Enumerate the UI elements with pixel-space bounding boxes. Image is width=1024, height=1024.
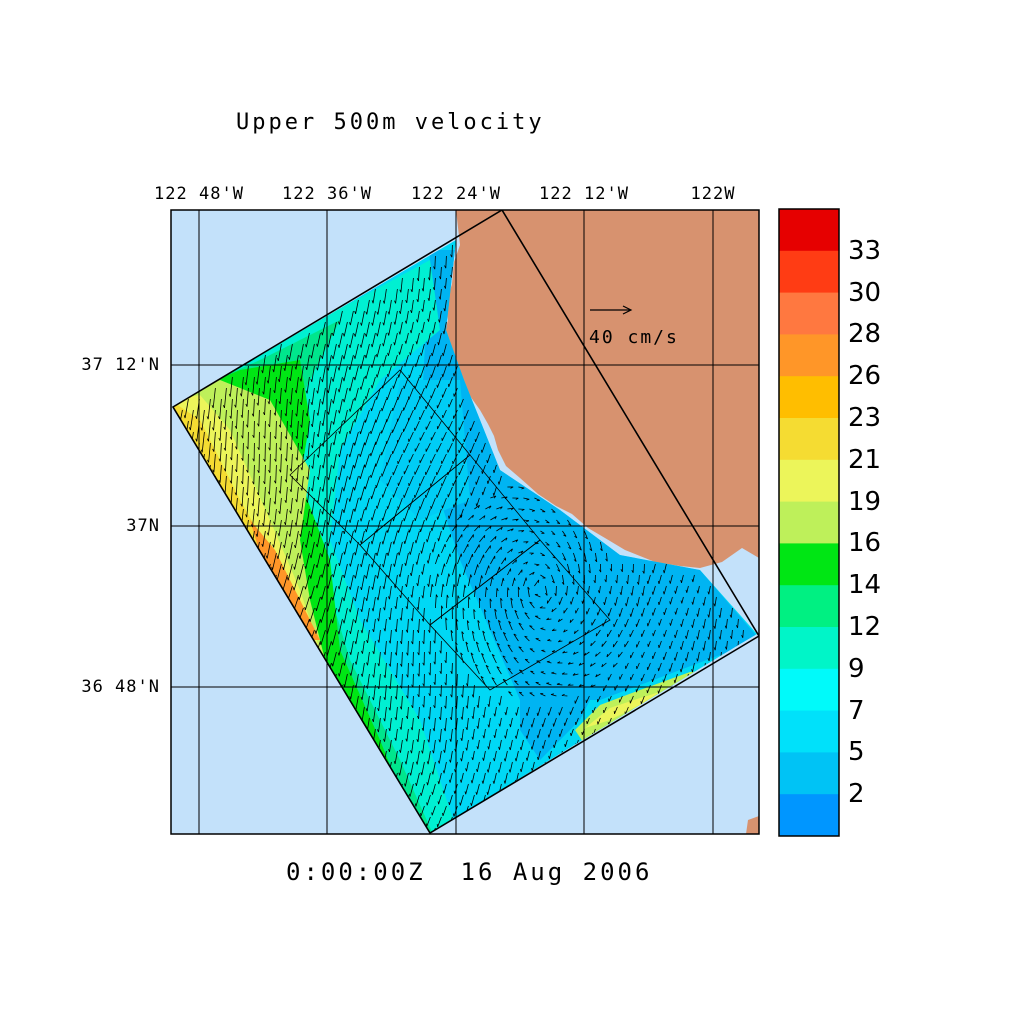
colorbar-swatch — [779, 627, 839, 670]
lat-label-37-12n: 37 12'N — [81, 355, 160, 375]
lon-label-122-36w: 122 36'W — [282, 184, 372, 204]
timestamp: 0:00:00Z 16 Aug 2006 — [286, 858, 653, 886]
lat-label-37n: 37N — [126, 516, 160, 536]
colorbar-frame — [778, 208, 840, 837]
reference-vector — [590, 305, 633, 315]
colorbar-tick-label: 14 — [848, 570, 882, 601]
lon-label-122w: 122W — [690, 184, 736, 204]
lat-label-36-48n: 36 48'N — [81, 677, 160, 697]
colorbar-swatch — [779, 418, 839, 461]
colorbar-swatch — [779, 752, 839, 795]
lon-label-122-24w: 122 24'W — [411, 184, 501, 204]
colorbar-tick-label: 30 — [848, 277, 882, 308]
colorbar-tick-label: 26 — [848, 361, 882, 392]
chart-title: Upper 500m velocity — [236, 110, 545, 135]
colorbar-swatch — [779, 334, 839, 377]
colorbar — [778, 208, 840, 837]
vector-arrows — [177, 244, 744, 833]
subdomain-boxes — [289, 369, 611, 691]
model-domain-outline — [171, 210, 759, 834]
colorbar-tick-label: 12 — [848, 612, 882, 642]
colorbar-tick-label: 21 — [848, 444, 882, 475]
land-corner — [746, 816, 759, 834]
colorbar-tick-label: 19 — [848, 486, 882, 517]
land-mass — [444, 210, 759, 568]
colorbar-tick-label: 2 — [848, 779, 865, 810]
colorbar-tick-label: 16 — [848, 528, 882, 559]
subdomain-box — [429, 539, 611, 691]
colorbar-swatch — [779, 543, 839, 586]
colorbar-tick-label: 33 — [848, 235, 882, 266]
map-area — [171, 210, 759, 834]
map-frame — [170, 209, 760, 835]
colorbar-tick-label: 7 — [848, 695, 865, 726]
colorbar-swatch — [779, 501, 839, 544]
reference-vector-label: 40 cm/s — [589, 327, 679, 348]
colorbar-swatch — [779, 376, 839, 419]
colorbar-tick-label: 28 — [848, 319, 882, 350]
colorbar-tick-label: 23 — [848, 403, 882, 433]
colorbar-swatch — [779, 668, 839, 712]
lon-label-122-12w: 122 12'W — [539, 184, 629, 204]
reference-arrow-head — [622, 305, 633, 315]
colorbar-swatch — [779, 250, 839, 294]
colorbar-swatch — [779, 710, 839, 753]
colorbar-swatch — [779, 209, 839, 252]
colorbar-swatch — [779, 794, 839, 837]
lon-label-122-48w: 122 48'W — [154, 184, 244, 204]
colorbar-swatch — [779, 459, 839, 503]
colorbar-tick-label: 5 — [848, 737, 865, 768]
velocity-vectors — [177, 244, 744, 833]
graticule — [171, 210, 759, 834]
colorbar-swatch — [779, 585, 839, 628]
colorbar-swatch — [779, 292, 839, 335]
colorbar-tick-label: 9 — [848, 653, 865, 684]
